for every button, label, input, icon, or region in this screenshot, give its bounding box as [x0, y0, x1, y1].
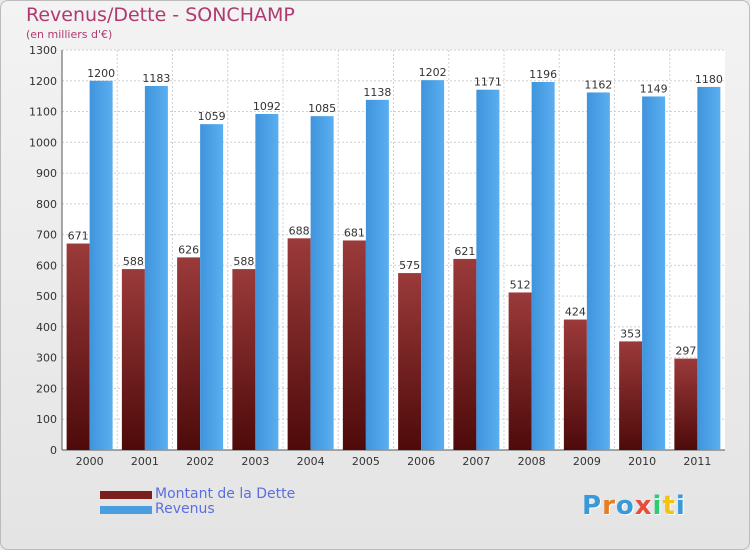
y-tick-label: 100 — [36, 413, 57, 426]
axes: 0 100 200 300 400 500 600 700 800 900 1000 1100 1200… — [29, 44, 725, 468]
bar-debt — [177, 257, 201, 450]
data-label-revenue: 1149 — [640, 82, 668, 95]
bar-debt — [232, 269, 256, 450]
y-tick-label: 1200 — [29, 75, 57, 88]
x-tick-label: 2008 — [518, 455, 546, 468]
chart-title: Revenus/Dette - SONCHAMP — [26, 4, 295, 26]
chart-subtitle: (en milliers d'€) — [26, 28, 113, 41]
bar-debt — [563, 319, 587, 450]
legend-swatch-revenue — [100, 506, 152, 514]
x-tick-label: 2005 — [352, 455, 380, 468]
data-label-revenue: 1200 — [87, 67, 115, 80]
bar-revenue — [310, 116, 334, 451]
bar-revenue — [476, 89, 500, 450]
x-tick-label: 2000 — [76, 455, 104, 468]
x-tick-label: 2003 — [241, 455, 269, 468]
data-label-revenue: 1059 — [198, 110, 226, 123]
logo-letter: r — [602, 491, 616, 521]
logo-letter: t — [662, 491, 676, 521]
bar-revenue — [697, 86, 721, 450]
data-label-revenue: 1171 — [474, 76, 502, 89]
data-label-revenue: 1196 — [529, 68, 557, 81]
bar-debt — [453, 258, 477, 450]
proxiti-logo: Proxiti — [582, 491, 686, 521]
x-tick-label: 2009 — [573, 455, 601, 468]
y-tick-label: 500 — [36, 290, 57, 303]
bar-debt — [287, 238, 311, 450]
data-label-debt: 297 — [675, 345, 696, 358]
data-label-debt: 424 — [565, 306, 586, 319]
data-label-debt: 671 — [68, 230, 89, 243]
data-label-revenue: 1085 — [308, 102, 336, 115]
bar-debt — [619, 341, 643, 450]
bar-revenue — [421, 80, 445, 451]
data-label-revenue: 1092 — [253, 100, 281, 113]
bar-debt — [398, 273, 422, 450]
logo-letter: i — [652, 491, 663, 521]
x-tick-label: 2007 — [462, 455, 490, 468]
data-label-revenue: 1202 — [419, 66, 447, 79]
bar-debt — [66, 243, 90, 450]
bar-revenue — [586, 92, 610, 450]
data-label-debt: 512 — [510, 278, 531, 291]
bar-revenue — [144, 86, 168, 450]
legend-swatch-debt — [100, 491, 152, 499]
y-tick-label: 700 — [36, 229, 57, 242]
y-tick-label: 1000 — [29, 136, 57, 149]
y-tick-label: 300 — [36, 352, 57, 365]
logo-letter: o — [615, 491, 635, 521]
bar-debt — [342, 240, 366, 450]
x-tick-label: 2010 — [628, 455, 656, 468]
grid-lines — [62, 49, 725, 451]
y-tick-label: 1100 — [29, 106, 57, 119]
y-tick-label: 400 — [36, 321, 57, 334]
logo-letter: x — [634, 491, 653, 521]
data-label-debt: 588 — [123, 255, 144, 268]
data-label-revenue: 1180 — [695, 73, 723, 86]
bar-revenue — [200, 124, 224, 451]
y-tick-label: 200 — [36, 382, 57, 395]
x-tick-label: 2002 — [186, 455, 214, 468]
bar-debt — [508, 292, 532, 450]
y-tick-label: 0 — [50, 444, 57, 457]
data-label-debt: 626 — [178, 243, 199, 256]
data-label-revenue: 1138 — [363, 86, 391, 99]
data-label-debt: 575 — [399, 259, 420, 272]
bar-revenue — [365, 99, 389, 450]
logo-letter: i — [675, 491, 686, 521]
logo-letter: P — [582, 491, 603, 521]
bar-revenue — [531, 82, 555, 450]
data-label-debt: 681 — [344, 226, 365, 239]
data-label-debt: 621 — [454, 245, 475, 258]
bars — [66, 80, 721, 451]
bar-debt — [674, 358, 698, 450]
y-tick-label: 1300 — [29, 44, 57, 57]
y-tick-label: 900 — [36, 167, 57, 180]
x-tick-label: 2004 — [297, 455, 325, 468]
bar-revenue — [255, 114, 279, 450]
bar-revenue — [642, 96, 666, 450]
data-label-debt: 688 — [289, 224, 310, 237]
y-tick-label: 600 — [36, 259, 57, 272]
y-tick-label: 800 — [36, 198, 57, 211]
x-tick-label: 2001 — [131, 455, 159, 468]
bar-debt — [121, 269, 145, 450]
legend-label-revenue: Revenus — [155, 501, 215, 517]
x-tick-label: 2006 — [407, 455, 435, 468]
legend-label-debt: Montant de la Dette — [155, 486, 296, 502]
x-tick-label: 2011 — [683, 455, 711, 468]
data-labels: 671 1200 588 1183 626 1059 588 1092 688 1085 681 11… — [68, 66, 723, 357]
data-label-revenue: 1183 — [142, 72, 170, 85]
data-label-revenue: 1162 — [584, 78, 612, 91]
data-label-debt: 353 — [620, 327, 641, 340]
bar-revenue — [89, 80, 113, 451]
data-label-debt: 588 — [233, 255, 254, 268]
